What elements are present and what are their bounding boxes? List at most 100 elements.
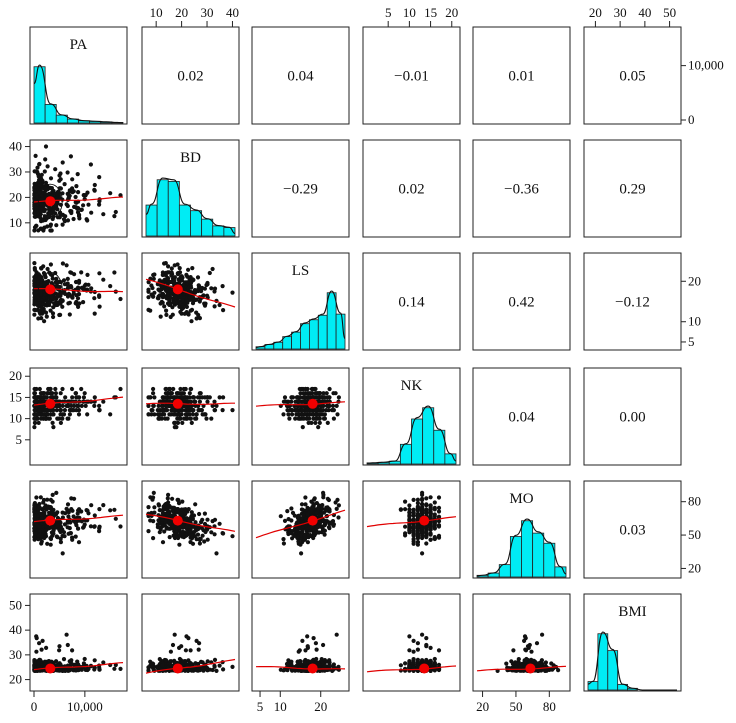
scatter-point: [407, 503, 412, 508]
scatter-point: [200, 533, 205, 538]
scatter-point: [32, 391, 37, 396]
scatter-point: [310, 505, 315, 510]
scatter-point: [60, 222, 65, 227]
scatter-point: [39, 316, 44, 321]
scatter-point: [186, 507, 191, 512]
correlation-value: 0.02: [398, 182, 424, 198]
scatter-point: [177, 525, 182, 531]
scatter-point: [205, 537, 210, 542]
scatter-point: [97, 403, 102, 408]
scatter-point: [48, 228, 53, 233]
scatter-point: [420, 551, 425, 556]
scatter-point: [55, 523, 60, 528]
scatter-point: [50, 420, 55, 425]
scatter-point: [148, 659, 153, 664]
scatter-point: [81, 203, 86, 208]
scatter-point: [316, 505, 321, 510]
scatter-point: [296, 517, 301, 522]
scatter-point: [190, 266, 195, 271]
hist-bar-LS-4: [291, 331, 301, 350]
scatter-point: [300, 507, 305, 512]
scatter-point: [169, 270, 174, 275]
scatter-point: [48, 223, 53, 228]
scatter-point: [407, 517, 412, 522]
scatter-point: [398, 507, 403, 512]
scatter-point: [36, 412, 41, 417]
scatter-point: [182, 416, 187, 421]
scatter-point: [319, 657, 324, 662]
scatter-point: [428, 645, 433, 651]
scatter-point: [432, 512, 437, 517]
scatter-point: [195, 532, 201, 537]
scatter-point: [556, 668, 561, 673]
correlation-value: 0.02: [177, 69, 203, 85]
scatter-point: [194, 412, 199, 417]
scatter-point: [407, 522, 412, 527]
scatter-point: [89, 286, 94, 291]
scatter-point: [432, 500, 437, 505]
scatter-point: [202, 539, 207, 544]
scatter-point: [186, 636, 191, 641]
scatter-point: [324, 391, 329, 396]
scatter-point: [34, 636, 39, 641]
scatter-point: [101, 399, 106, 404]
scatter-point: [179, 391, 185, 396]
scatter-point: [189, 420, 194, 425]
scatter-point: [32, 204, 37, 209]
scatter-point: [75, 395, 80, 400]
centroid-point: [45, 663, 56, 674]
scatter-point: [317, 420, 322, 425]
panel-frame: [251, 593, 350, 692]
scatter-point: [301, 513, 306, 518]
density-curve-NK: [366, 405, 457, 464]
panel-PA-MO: 0.01: [472, 26, 571, 125]
scatter-point: [214, 551, 219, 556]
scatter-point: [43, 310, 49, 315]
scatter-point: [518, 664, 523, 669]
scatter-point: [32, 386, 37, 392]
scatter-point: [296, 416, 301, 421]
panel-NK-MO: 0.04: [472, 367, 571, 466]
hist-bar-LS-3: [282, 336, 293, 350]
scatter-point: [316, 391, 321, 396]
scatter-point: [32, 193, 37, 198]
scatter-point: [33, 308, 38, 313]
scatter-point: [322, 664, 327, 669]
scatter-point: [54, 223, 59, 228]
scatter-point: [38, 495, 43, 500]
scatter-point: [292, 513, 297, 518]
scatter-point: [180, 298, 185, 303]
panel-LS-NK: 0.14: [362, 252, 461, 351]
scatter-point: [185, 517, 190, 522]
scatter-point: [50, 311, 56, 316]
scatter-point: [48, 308, 53, 313]
scatter-point: [146, 505, 151, 510]
scatter-point: [64, 632, 69, 637]
scatter-point: [152, 412, 157, 417]
scatter-point: [32, 214, 37, 219]
scatter-point: [163, 261, 168, 266]
scatter-point: [543, 660, 549, 665]
panel-BMI-NK: [362, 593, 461, 692]
panel-LS-LS: LS: [251, 252, 350, 351]
panel-frame: [583, 252, 682, 351]
scatter-point: [214, 668, 219, 674]
scatter-point: [51, 408, 56, 413]
scatter-point: [330, 408, 335, 413]
scatter-point: [221, 308, 226, 313]
tick-label-NK: 20: [445, 5, 458, 20]
scatter-point: [315, 525, 320, 530]
scatter-point: [162, 412, 167, 417]
scatter-point: [160, 284, 165, 289]
scatter-point: [407, 634, 412, 639]
scatter-point: [65, 525, 70, 530]
scatter-point: [220, 408, 225, 413]
scatter-point: [74, 184, 79, 189]
scatter-point: [221, 531, 226, 536]
scatter-point: [321, 490, 326, 495]
scatter-point: [67, 412, 72, 417]
scatter-point: [305, 512, 310, 517]
scatter-point: [164, 312, 169, 317]
correlation-value: 0.05: [619, 69, 645, 85]
scatter-point: [289, 531, 294, 536]
